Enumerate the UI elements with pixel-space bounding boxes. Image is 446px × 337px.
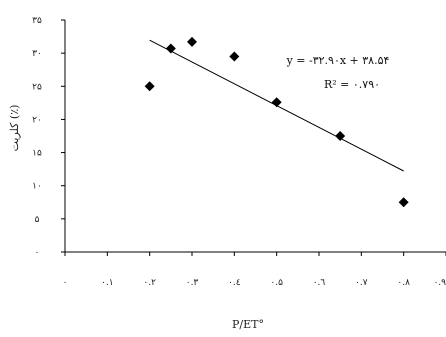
data-point xyxy=(187,36,197,47)
y-tick-label: ۱۰ xyxy=(32,182,42,192)
y-tick-label: ۲۵ xyxy=(32,82,42,92)
data-point xyxy=(335,131,346,141)
y-tick-label: ۳۵ xyxy=(32,16,42,26)
y-tick-label: ۳۰ xyxy=(32,49,42,59)
y-tick-label: ۱۵ xyxy=(32,149,42,159)
trendline xyxy=(149,39,404,172)
trendline-equation: y = -۳۲.۹۰x + ۳۸.۵۴ xyxy=(286,54,390,67)
y-axis-ticks: ۰ ۵ ۱۰ ۱۵ ۲۰ ۲۵ ۳۰ ۳۵ xyxy=(32,16,65,258)
y-tick-label: ۵ xyxy=(35,215,40,225)
data-point xyxy=(229,51,240,62)
x-tick-label: ۰.۲ xyxy=(143,278,156,288)
x-axis-label: P/ET° xyxy=(232,318,264,331)
x-tick-label: ۰.٦ xyxy=(313,278,326,288)
x-tick-label: ۰.۷ xyxy=(355,278,368,288)
x-tick-label: ۰.۹ xyxy=(433,278,446,288)
x-tick-label: ۰.۸ xyxy=(397,278,410,288)
x-tick-label: ۰ xyxy=(63,278,68,288)
data-point xyxy=(165,43,176,54)
y-tick-label: ۰ xyxy=(35,248,40,258)
x-tick-label: ۰.۱ xyxy=(101,278,114,288)
x-tick-label: ۰.۵ xyxy=(270,278,283,288)
y-axis-label: کلریت (٪) xyxy=(8,105,21,152)
x-tick-label: ۰.۳ xyxy=(186,278,199,288)
data-point xyxy=(398,197,409,208)
r-squared-label: R² = ۰.۷۹۰ xyxy=(324,78,380,91)
x-axis-ticks: ۰ ۰.۱ ۰.۲ ۰.۳ ۰.٤ ۰.۵ ۰.٦ ۰.۷ ۰.۸ ۰.۹ xyxy=(63,252,446,288)
x-tick-label: ۰.٤ xyxy=(228,278,241,288)
data-points xyxy=(144,36,409,208)
y-tick-label: ۲۰ xyxy=(32,115,42,125)
data-point xyxy=(144,81,155,92)
